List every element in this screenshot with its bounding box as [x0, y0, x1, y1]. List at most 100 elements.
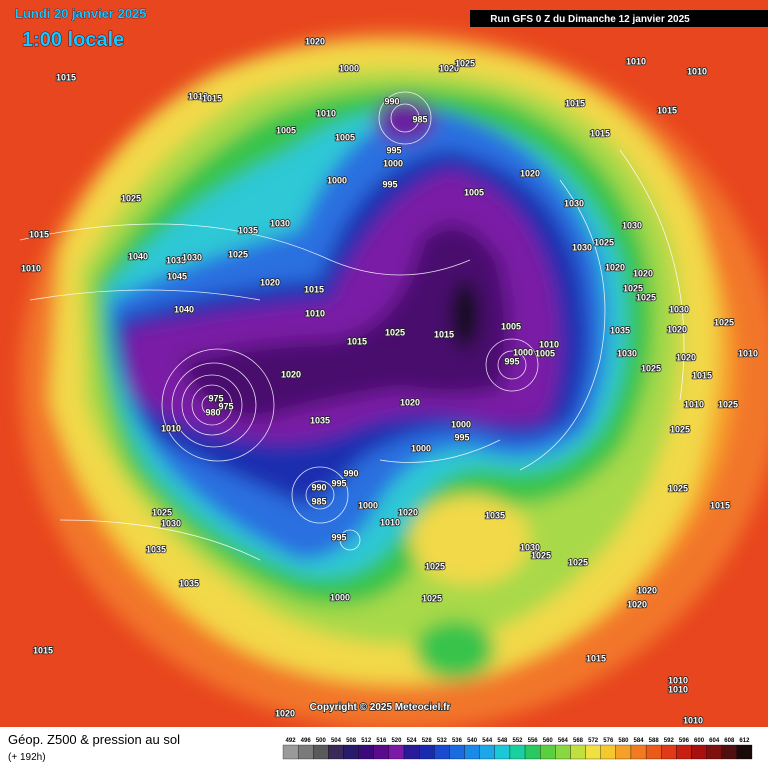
colorbar-label: 532: [437, 738, 448, 744]
colorbar-label: 536: [452, 738, 463, 744]
colorbar-label: 568: [573, 738, 584, 744]
colorbar-swatch: [313, 744, 329, 760]
isobar-label: 1020: [398, 507, 418, 517]
colorbar-swatch: [328, 744, 344, 760]
isobar-label: 1030: [564, 198, 584, 208]
isobar-label: 1010: [626, 56, 646, 66]
isobar-label: 1025: [455, 58, 475, 68]
colorbar-label: 528: [422, 738, 433, 744]
colorbar-swatch: [494, 744, 511, 760]
colorbar-label: 608: [724, 738, 735, 744]
isobar-label: 1015: [692, 370, 712, 380]
colorbar-swatch: [373, 744, 390, 760]
isobar-label: 995: [386, 145, 401, 155]
colorbar-swatch: [615, 744, 632, 760]
colorbar-label: 564: [558, 738, 569, 744]
footer-lead: (+ 192h): [8, 752, 46, 763]
colorbar-label: 596: [679, 738, 690, 744]
band: [410, 495, 530, 585]
isobar-label: 1020: [439, 63, 459, 73]
isobar-label: 1020: [275, 708, 295, 718]
isobar-label: 1010: [21, 263, 41, 273]
isobar-label: 1015: [33, 645, 53, 655]
colorbar-label: 492: [286, 738, 297, 744]
isobar-label: 1025: [670, 424, 690, 434]
isobar-label: 1005: [335, 132, 355, 142]
isobar-label: 995: [331, 532, 346, 542]
isobar-label: 1025: [594, 237, 614, 247]
colorbar-swatch: [297, 744, 314, 760]
colorbar-label: 572: [588, 738, 599, 744]
isobar-label: 1025: [531, 550, 551, 560]
isobar-label: 1000: [330, 592, 350, 602]
isobar-label: 1040: [128, 251, 148, 261]
colorbar-swatch: [570, 744, 586, 760]
colorbar-swatch: [645, 744, 662, 760]
run-info: Run GFS 0 Z du Dimanche 12 janvier 2025: [490, 14, 690, 25]
colorbar-swatch: [509, 744, 526, 760]
geopotential-field: [20, 30, 768, 727]
isobar-label: 990: [384, 96, 399, 106]
isobar-label: 1010: [305, 308, 325, 318]
isobar-label: 1030: [182, 252, 202, 262]
isobar-label: 1025: [668, 483, 688, 493]
isobars: [19, 91, 685, 561]
colorbar-label: 500: [316, 738, 327, 744]
isobar-label: 975: [208, 393, 223, 403]
isobar-label: 1025: [636, 292, 656, 302]
isobar-label: 1015: [304, 284, 324, 294]
colorbar-swatch: [600, 744, 616, 760]
isobar-label: 995: [454, 432, 469, 442]
isobar-label: 1000: [513, 347, 533, 357]
band: [415, 620, 495, 680]
colorbar-swatch: [449, 744, 465, 760]
isobar-label: 1015: [710, 500, 730, 510]
isobar-label: 1010: [683, 715, 703, 725]
colorbar-swatch: [419, 744, 435, 760]
isobar-label: 1025: [714, 317, 734, 327]
isobar-label: 1005: [501, 321, 521, 331]
colorbar-label: 552: [512, 738, 523, 744]
isobar-label: 1015: [347, 336, 367, 346]
isobar-label: 1015: [56, 72, 76, 82]
colorbar-swatch: [691, 744, 707, 760]
isobar-label: 1010: [316, 108, 336, 118]
isobar-label: 975: [218, 401, 233, 411]
colorbar-label: 524: [407, 738, 418, 744]
colorbar-label: 600: [694, 738, 705, 744]
isobar-label: 990: [311, 482, 326, 492]
isobar-label: 1010: [161, 423, 181, 433]
colorbar-swatch: [434, 744, 450, 760]
isobar-label: 1010: [668, 684, 688, 694]
isobar-label: 1020: [520, 168, 540, 178]
date: Lundi 20 janvier 2025: [15, 6, 147, 21]
isobar-label: 1040: [174, 304, 194, 314]
colorbar-label: 516: [376, 738, 387, 744]
isobar-label: 1020: [667, 324, 687, 334]
isobar-label: 1035: [310, 415, 330, 425]
colorbar-label: 496: [301, 738, 312, 744]
isobar-label: 1020: [637, 585, 657, 595]
isobar-label: 1015: [590, 128, 610, 138]
isobar-label: 1010: [684, 399, 704, 409]
isobar-label: 1030: [622, 220, 642, 230]
colorbar-label: 540: [467, 738, 478, 744]
colorbar-swatch: [736, 744, 753, 760]
isobar-label: 1020: [633, 268, 653, 278]
colorbar-swatch: [661, 744, 677, 760]
run-box: [470, 10, 768, 27]
colorbar-label: 588: [649, 738, 660, 744]
colorbar-label: 512: [361, 738, 372, 744]
isobar-label: 1020: [605, 262, 625, 272]
isobar-label: 1025: [718, 399, 738, 409]
isobar-label: 1020: [260, 277, 280, 287]
isobar-label: 1010: [668, 675, 688, 685]
colorbar: 492 496 500 504 508 512 516 520 524 528 532 536 540 5…: [282, 738, 753, 760]
field: [0, 0, 768, 727]
isobar-label: 980: [205, 407, 220, 417]
isobar-label: 1030: [617, 348, 637, 358]
isobar-label: 1030: [520, 542, 540, 552]
isobar-label: 995: [504, 356, 519, 366]
isobar-label: 1035: [610, 325, 630, 335]
colorbar-swatch: [585, 744, 601, 760]
